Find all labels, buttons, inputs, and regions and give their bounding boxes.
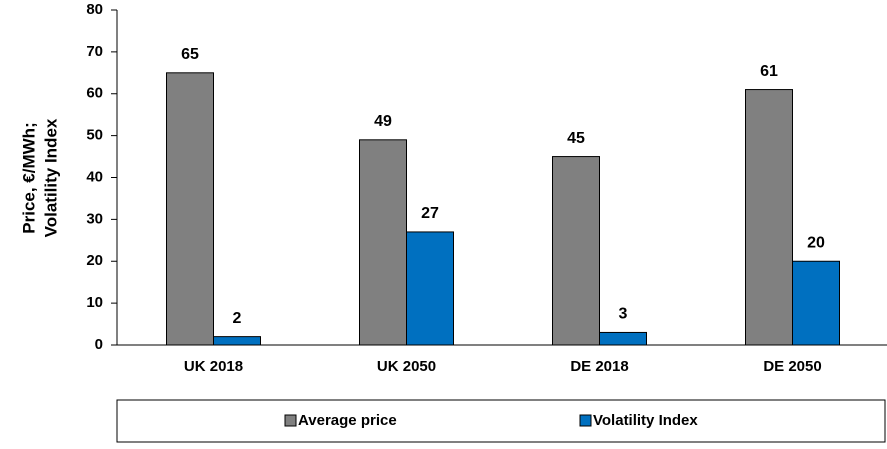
y-tick-label: 60 [86,85,103,102]
data-label: 3 [619,306,628,323]
x-tick-label: UK 2050 [377,358,436,375]
x-tick-label: DE 2018 [570,358,628,375]
y-tick-label: 20 [86,252,103,269]
y-tick-label: 50 [86,127,103,144]
data-label: 20 [807,234,825,251]
y-tick-label: 0 [95,336,103,353]
data-label: 45 [567,130,585,147]
legend-label: Average price [298,412,397,429]
y-tick-label: 70 [86,43,103,60]
data-label: 2 [233,310,242,327]
legend-swatch [579,414,592,427]
bar [166,72,214,346]
legend-label: Volatility Index [593,412,698,429]
bar [359,139,407,346]
data-label: 27 [421,205,439,222]
bar [599,331,647,346]
y-tick-label: 80 [86,1,103,18]
y-axis-label: Price, €/MWh; [19,122,38,233]
legend-box [116,399,886,443]
data-label: 61 [760,63,778,80]
data-label: 49 [374,113,392,130]
data-label: 65 [181,46,199,63]
y-axis-label: Volatility Index [41,118,60,237]
bar [552,156,600,346]
bar [406,231,454,346]
y-tick-label: 10 [86,294,103,311]
legend-swatch [284,414,297,427]
x-tick-label: DE 2050 [763,358,821,375]
x-tick-label: UK 2018 [184,358,243,375]
bar [745,89,793,346]
bar [792,260,840,346]
y-tick-label: 30 [86,210,103,227]
bar [213,336,261,346]
y-tick-label: 40 [86,168,103,185]
